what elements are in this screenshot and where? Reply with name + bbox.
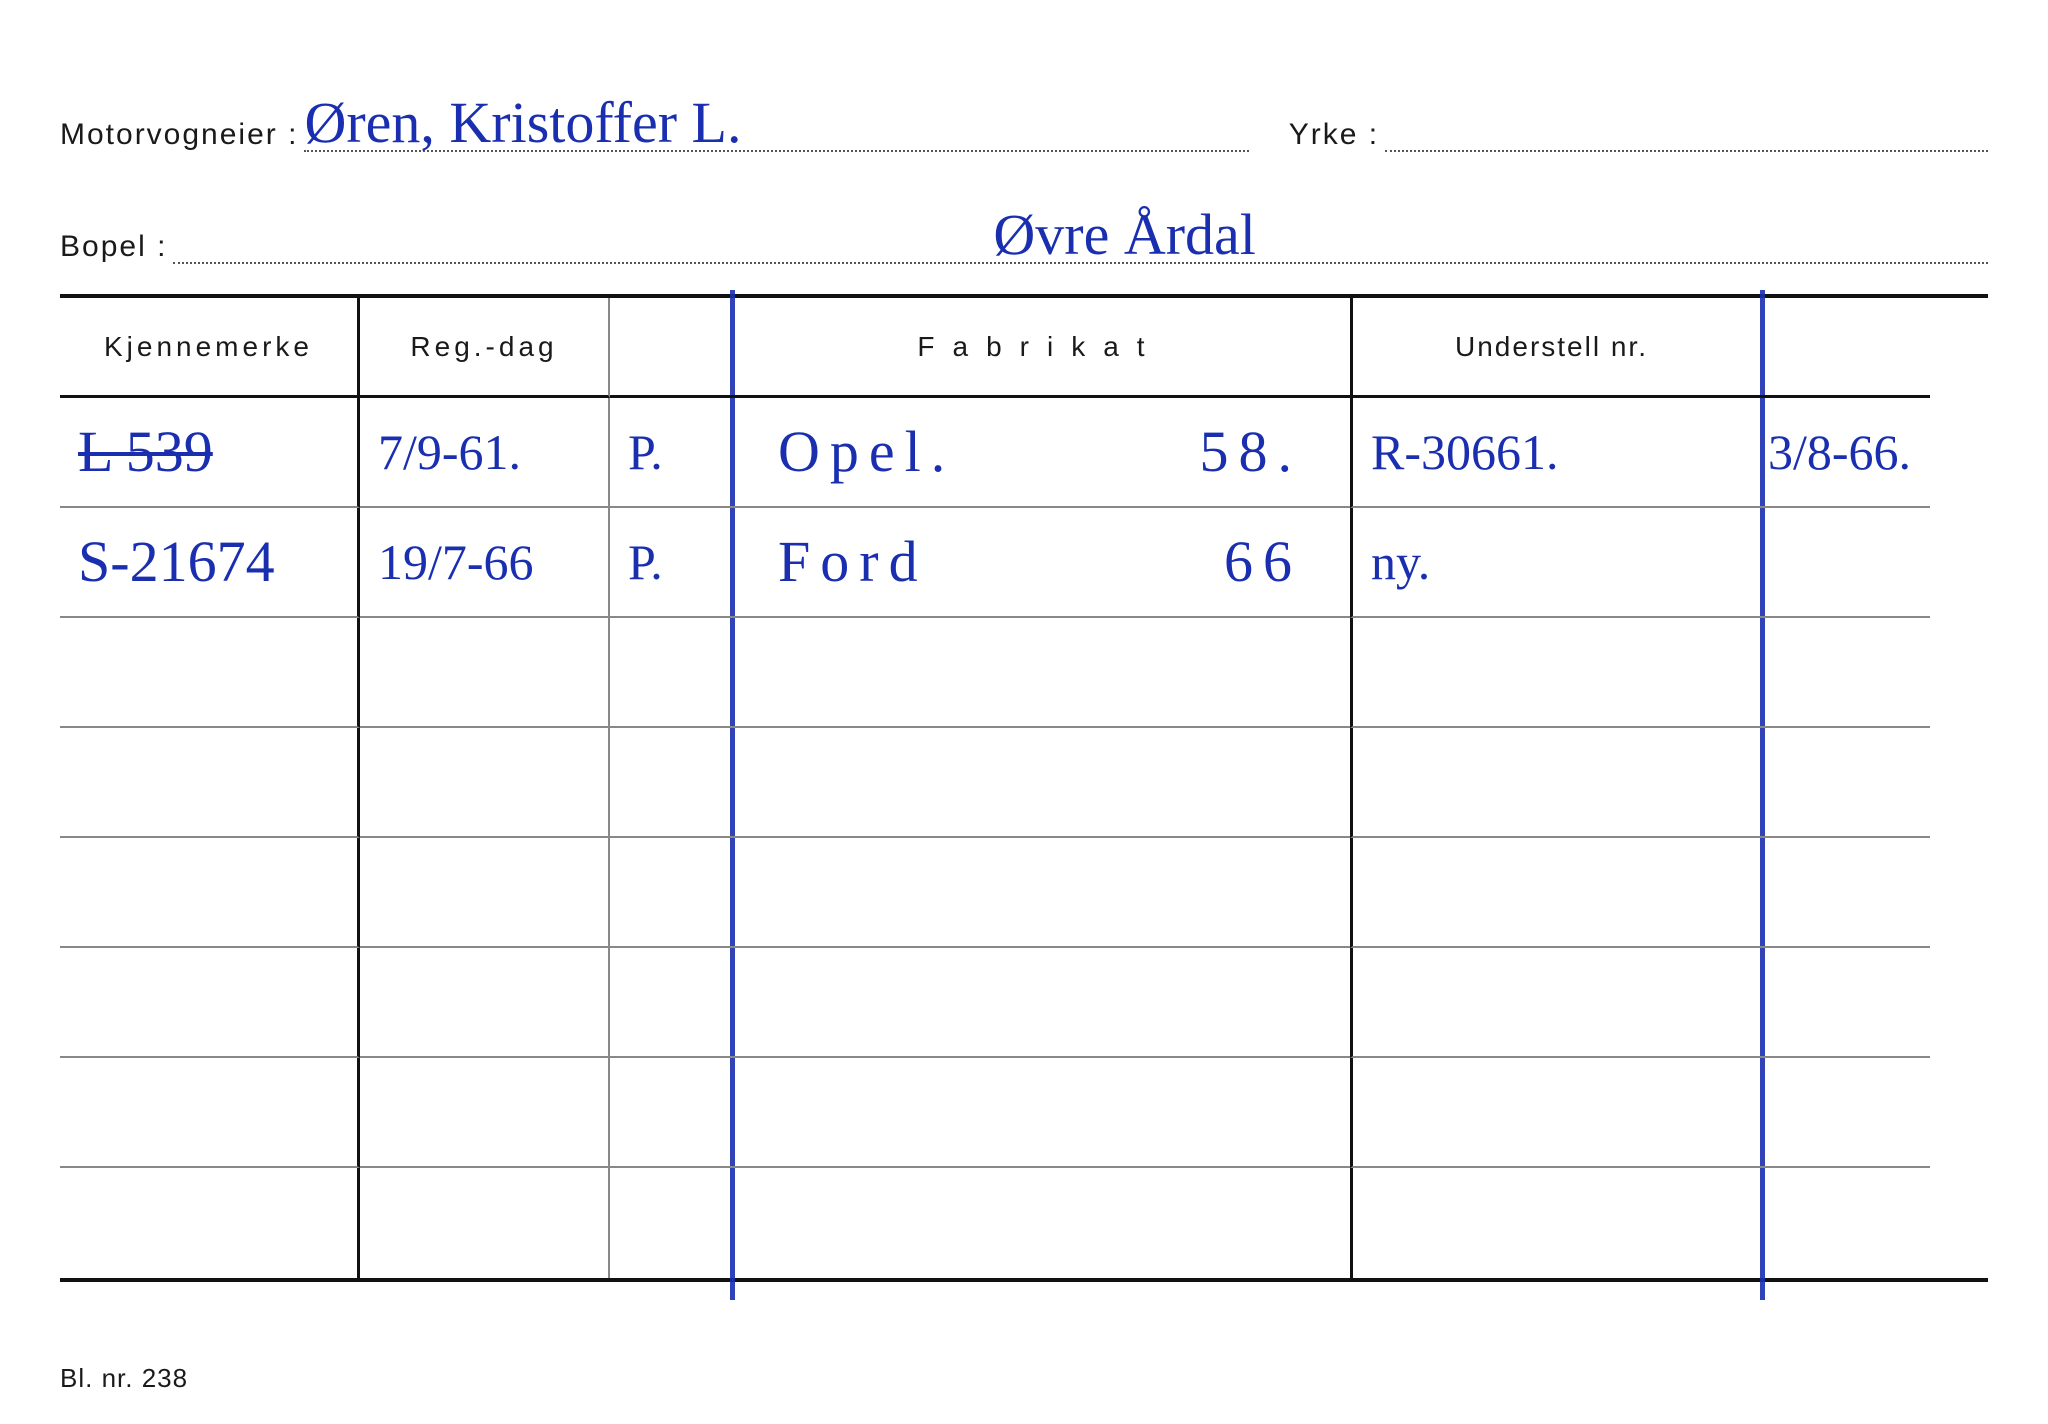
table-cell: [610, 728, 730, 838]
table-cell: [60, 948, 360, 1058]
table-cell: R-30661.: [1350, 398, 1750, 508]
th-blank: [610, 298, 730, 398]
header-row-2: Bopel : Øvre Årdal: [60, 192, 1988, 264]
table-cell: [730, 728, 1350, 838]
table-cell: 3/8-66.: [1750, 398, 1930, 508]
th-kjennemerke: Kjennemerke: [60, 298, 360, 398]
table-row: [60, 1168, 1988, 1278]
th-understell: Understell nr.: [1350, 298, 1750, 398]
table-cell: [360, 728, 610, 838]
table-body: L 5397/9-61.P.Opel.58.R-30661.3/8-66.S-2…: [60, 398, 1988, 1278]
table-cell: [1350, 1168, 1750, 1278]
table-cell: [360, 1058, 610, 1168]
table-cell: [1750, 948, 1930, 1058]
table-header: Kjennemerke Reg.-dag Fabrikat Understell…: [60, 298, 1988, 398]
table-cell: [1350, 838, 1750, 948]
table-cell: 19/7-66: [360, 508, 610, 618]
th-extra: [1750, 298, 1930, 398]
th-reg-dag: Reg.-dag: [360, 298, 610, 398]
field-owner: Øren, Kristoffer L.: [304, 80, 1248, 152]
table-cell: [60, 728, 360, 838]
table-cell: [1750, 508, 1930, 618]
table-cell: [1750, 838, 1930, 948]
vehicle-table: Kjennemerke Reg.-dag Fabrikat Understell…: [60, 294, 1988, 1282]
table-cell: [1350, 1058, 1750, 1168]
registration-card: Motorvogneier : Øren, Kristoffer L. Yrke…: [0, 0, 2048, 1424]
table-cell: [730, 1168, 1350, 1278]
table-row: [60, 948, 1988, 1058]
label-owner: Motorvogneier :: [60, 118, 298, 152]
table-cell: [610, 1058, 730, 1168]
table-cell: [1350, 728, 1750, 838]
table-cell: [1750, 1168, 1930, 1278]
table-cell: [730, 1058, 1350, 1168]
table-cell: [60, 618, 360, 728]
th-fabrikat: Fabrikat: [730, 298, 1350, 398]
table-cell: [610, 948, 730, 1058]
table-cell: [360, 618, 610, 728]
table-cell: [610, 838, 730, 948]
table-cell: [1350, 618, 1750, 728]
label-occupation: Yrke :: [1289, 118, 1379, 152]
table-cell: [360, 1168, 610, 1278]
table-cell: [1750, 1058, 1930, 1168]
table-cell: [360, 948, 610, 1058]
form-number: Bl. nr. 238: [60, 1363, 188, 1394]
label-residence: Bopel :: [60, 230, 167, 264]
table-cell: P.: [610, 508, 730, 618]
table-cell: [60, 838, 360, 948]
table-cell: Ford66: [730, 508, 1350, 618]
table-row: S-2167419/7-66P.Ford66ny.: [60, 508, 1988, 618]
table-cell: [1350, 948, 1750, 1058]
table-cell: [610, 1168, 730, 1278]
table-cell: [610, 618, 730, 728]
field-occupation: [1385, 80, 1988, 152]
table-cell: 7/9-61.: [360, 398, 610, 508]
value-owner: Øren, Kristoffer L.: [304, 94, 741, 152]
table-cell: [1750, 728, 1930, 838]
table-cell: [360, 838, 610, 948]
header-row-1: Motorvogneier : Øren, Kristoffer L. Yrke…: [60, 80, 1988, 152]
table-cell: S-21674: [60, 508, 360, 618]
table-cell: Opel.58.: [730, 398, 1350, 508]
table-cell: [730, 618, 1350, 728]
table-cell: [60, 1058, 360, 1168]
table-cell: [730, 838, 1350, 948]
table-cell: L 539: [60, 398, 360, 508]
table-cell: P.: [610, 398, 730, 508]
table-cell: ny.: [1350, 508, 1750, 618]
table-row: L 5397/9-61.P.Opel.58.R-30661.3/8-66.: [60, 398, 1988, 508]
table-row: [60, 1058, 1988, 1168]
field-residence: Øvre Årdal: [173, 192, 1988, 264]
table-cell: [1750, 618, 1930, 728]
table-row: [60, 728, 1988, 838]
table-row: [60, 618, 1988, 728]
table-row: [60, 838, 1988, 948]
value-residence: Øvre Årdal: [993, 206, 1256, 264]
table-cell: [730, 948, 1350, 1058]
table-cell: [60, 1168, 360, 1278]
